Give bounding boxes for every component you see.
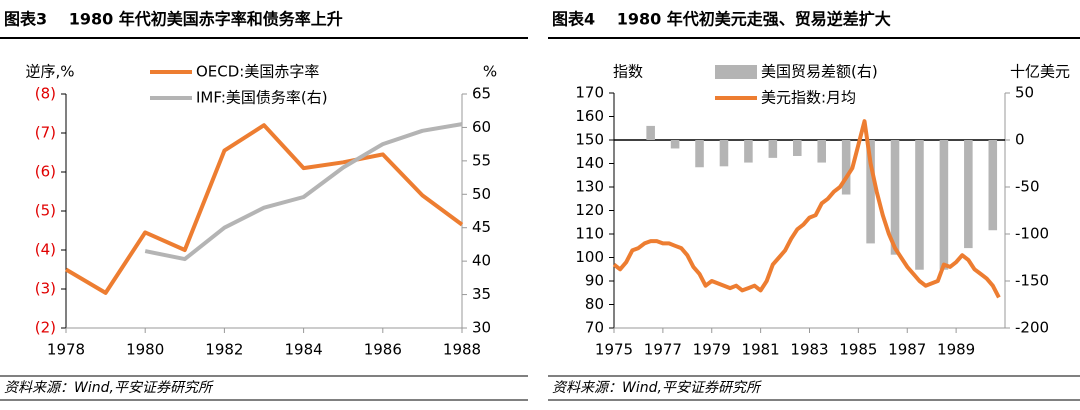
y-tick-label: (5) — [35, 202, 56, 220]
y-tick-label: (7) — [35, 124, 56, 142]
bar — [646, 125, 655, 140]
y-tick-label: 130 — [575, 178, 604, 196]
y2-tick-label: 50 — [472, 185, 491, 203]
y2-tick-label: -50 — [1015, 178, 1040, 196]
x-tick-label: 1987 — [888, 341, 926, 359]
x-tick-label: 1978 — [47, 341, 85, 359]
y2-tick-label: -100 — [1015, 225, 1049, 243]
y-tick-label: 160 — [575, 107, 604, 125]
x-tick-label: 1989 — [937, 341, 975, 359]
bar — [915, 140, 924, 270]
y2-axis-label: 十亿美元 — [1010, 63, 1070, 81]
x-tick-label: 1980 — [126, 341, 164, 359]
bar — [988, 140, 998, 231]
bar — [939, 140, 949, 270]
y-tick-label: (2) — [35, 319, 56, 337]
y2-tick-label: -150 — [1015, 272, 1049, 290]
y-tick-label: 150 — [575, 131, 604, 149]
bar — [866, 140, 875, 244]
x-tick-label: 1982 — [205, 341, 243, 359]
bar — [964, 140, 973, 249]
y2-axis-label: % — [483, 63, 497, 81]
bar — [695, 140, 704, 168]
x-tick-label: 1983 — [790, 341, 828, 359]
legend-label: 美国贸易差额(右) — [761, 63, 878, 81]
y-tick-label: 80 — [585, 295, 604, 313]
y-tick-label: 170 — [575, 84, 604, 102]
bar — [817, 140, 826, 163]
source: 资料来源：Wind,平安证券研究所 — [4, 380, 214, 396]
x-tick-label: 1984 — [285, 341, 323, 359]
y2-tick-label: 55 — [472, 151, 491, 169]
x-tick-label: 1977 — [644, 341, 682, 359]
bar — [841, 140, 851, 195]
y2-tick-label: 65 — [472, 85, 491, 103]
y2-tick-label: 35 — [472, 285, 491, 303]
y-tick-label: (8) — [35, 85, 56, 103]
legend-swatch — [715, 65, 757, 79]
y-tick-label: 90 — [585, 272, 604, 290]
legend-label: IMF:美国债务率(右) — [196, 89, 328, 107]
bar — [719, 140, 729, 167]
x-tick-label: 1986 — [364, 341, 402, 359]
y-tick-label: 140 — [575, 154, 604, 172]
y-tick-label: 120 — [575, 201, 604, 219]
y2-tick-label: 45 — [472, 218, 491, 236]
y2-tick-label: 30 — [472, 319, 491, 337]
y2-tick-label: 50 — [1015, 84, 1034, 102]
bar — [744, 140, 753, 163]
y-axis-label: 指数 — [613, 63, 643, 81]
y-axis-label: 逆序,% — [25, 63, 74, 81]
x-tick-label: 1975 — [595, 341, 633, 359]
y-tick-label: (6) — [35, 163, 56, 181]
x-tick-label: 1988 — [443, 341, 481, 359]
source: 资料来源：Wind,平安证券研究所 — [552, 380, 762, 396]
line — [64, 123, 464, 295]
y2-tick-label: 40 — [472, 252, 491, 270]
chart-title: 图表3 1980 年代初美国赤字率和债务率上升 — [4, 10, 343, 29]
y2-tick-label: -200 — [1015, 319, 1049, 337]
x-tick-label: 1981 — [742, 341, 780, 359]
legend-label: OECD:美国赤字率 — [196, 63, 319, 81]
y2-tick-label: 0 — [1015, 131, 1025, 149]
line — [612, 119, 1001, 299]
y-tick-label: 100 — [575, 248, 604, 266]
x-tick-label: 1985 — [839, 341, 877, 359]
y-tick-label: (3) — [35, 280, 56, 298]
bar — [670, 140, 680, 149]
legend-label: 美元指数:月均 — [761, 89, 856, 107]
y-tick-label: 110 — [575, 225, 604, 243]
y-tick-label: (4) — [35, 241, 56, 259]
y-tick-label: 70 — [585, 319, 604, 337]
x-tick-label: 1979 — [693, 341, 731, 359]
chart-title: 图表4 1980 年代初美元走强、贸易逆差扩大 — [552, 10, 891, 29]
bar — [890, 140, 900, 255]
line — [144, 122, 463, 262]
y2-tick-label: 60 — [472, 118, 491, 136]
bar — [768, 140, 778, 158]
bar — [793, 140, 802, 156]
